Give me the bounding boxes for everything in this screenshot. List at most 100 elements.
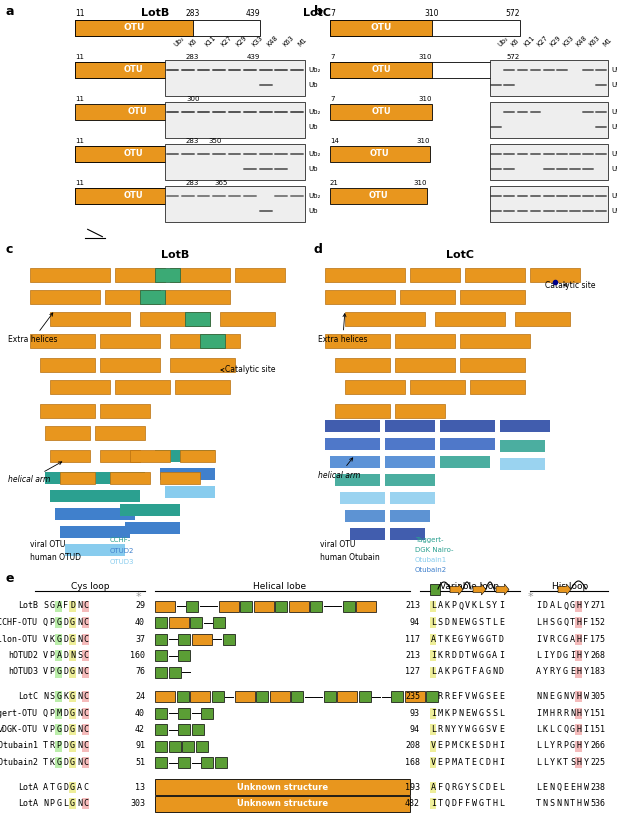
Text: S: S xyxy=(550,618,555,627)
Bar xyxy=(575,634,582,645)
Bar xyxy=(45,426,90,440)
Text: V: V xyxy=(43,667,48,676)
Text: T: T xyxy=(486,799,491,808)
Bar xyxy=(429,691,436,702)
Bar xyxy=(75,20,260,36)
Text: LotC: LotC xyxy=(446,250,474,260)
Bar xyxy=(190,691,210,702)
Text: Catalytic site: Catalytic site xyxy=(221,365,276,374)
Text: G: G xyxy=(486,651,491,660)
Text: Q: Q xyxy=(557,782,561,791)
Text: 117: 117 xyxy=(405,635,420,644)
Bar xyxy=(155,691,175,702)
Text: K: K xyxy=(543,725,548,734)
Bar xyxy=(218,600,239,612)
Bar xyxy=(82,667,89,677)
Text: G: G xyxy=(50,601,55,610)
Bar xyxy=(213,617,225,628)
Text: 300: 300 xyxy=(186,96,200,102)
Text: Ub₂: Ub₂ xyxy=(308,193,320,199)
Text: N: N xyxy=(70,651,75,660)
Bar xyxy=(234,691,254,702)
Text: N: N xyxy=(77,618,82,627)
Bar xyxy=(429,757,436,768)
Text: OTU: OTU xyxy=(123,24,144,33)
Text: OTU: OTU xyxy=(370,150,389,159)
Bar xyxy=(50,490,140,502)
Text: Ub₂: Ub₂ xyxy=(611,193,617,199)
Text: D: D xyxy=(451,651,457,660)
Text: N: N xyxy=(543,799,548,808)
Bar xyxy=(155,450,215,462)
Text: 24: 24 xyxy=(135,692,145,701)
Text: Helical lobe: Helical lobe xyxy=(254,582,307,591)
Text: R: R xyxy=(451,782,457,791)
Text: 283: 283 xyxy=(186,138,199,144)
Text: C: C xyxy=(479,758,484,767)
Text: 168: 168 xyxy=(405,758,420,767)
Text: K: K xyxy=(465,741,470,750)
Text: L: L xyxy=(431,618,436,627)
Text: A: A xyxy=(550,601,555,610)
Bar xyxy=(82,724,89,735)
Text: F: F xyxy=(584,618,589,627)
Text: 76: 76 xyxy=(135,667,145,676)
Text: F: F xyxy=(458,799,463,808)
Text: human OTUD: human OTUD xyxy=(30,553,81,562)
Bar xyxy=(68,634,75,645)
Text: G: G xyxy=(479,799,484,808)
Text: R: R xyxy=(550,667,555,676)
Text: 482: 482 xyxy=(405,799,420,808)
Text: I: I xyxy=(499,651,504,660)
Bar xyxy=(68,798,75,809)
Text: D: D xyxy=(64,741,68,750)
Bar xyxy=(223,634,234,645)
Text: P: P xyxy=(451,601,457,610)
Bar xyxy=(345,510,385,522)
Text: Unknown structure: Unknown structure xyxy=(237,782,328,791)
Text: 13: 13 xyxy=(135,782,145,791)
Bar xyxy=(140,290,165,304)
Bar xyxy=(105,290,160,304)
Text: G: G xyxy=(57,799,62,808)
Bar xyxy=(429,798,436,809)
Text: Variable loop: Variable loop xyxy=(441,582,500,591)
Text: M1: M1 xyxy=(297,37,308,48)
Text: A: A xyxy=(43,782,48,791)
Bar xyxy=(110,472,150,484)
Text: L: L xyxy=(536,725,541,734)
Text: Y: Y xyxy=(557,667,561,676)
Bar xyxy=(186,600,198,612)
FancyArrow shape xyxy=(496,584,509,595)
Bar xyxy=(176,691,189,702)
Text: H: H xyxy=(550,708,555,717)
Bar xyxy=(291,691,303,702)
Text: N: N xyxy=(563,692,568,701)
Text: Y: Y xyxy=(492,601,497,610)
Text: 94: 94 xyxy=(410,725,420,734)
Text: E: E xyxy=(570,782,575,791)
Text: helical arm: helical arm xyxy=(8,462,62,485)
Bar xyxy=(55,617,62,628)
Bar xyxy=(335,474,380,486)
Text: H: H xyxy=(577,635,582,644)
Bar xyxy=(155,708,167,718)
Bar xyxy=(82,600,89,612)
Text: K48: K48 xyxy=(266,34,280,48)
Bar xyxy=(185,312,210,326)
Text: G: G xyxy=(479,651,484,660)
Text: H: H xyxy=(577,618,582,627)
Text: I: I xyxy=(499,601,504,610)
Text: L: L xyxy=(431,692,436,701)
Text: LotA: LotA xyxy=(18,799,38,808)
Bar xyxy=(490,144,608,180)
Text: H: H xyxy=(577,667,582,676)
Text: T: T xyxy=(50,782,55,791)
Text: N: N xyxy=(444,725,450,734)
Bar xyxy=(460,358,525,372)
Text: A: A xyxy=(57,651,62,660)
Bar xyxy=(400,290,455,304)
Text: Q: Q xyxy=(43,708,48,717)
Bar xyxy=(168,667,181,677)
Bar xyxy=(460,334,530,348)
